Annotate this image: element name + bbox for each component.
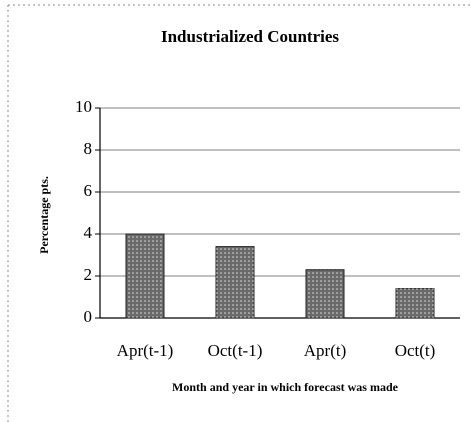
bar-texture (306, 269, 344, 318)
y-tick-label: 4 (84, 223, 93, 242)
y-tick-label: 10 (75, 97, 92, 116)
x-tick-label: Oct(t-1) (208, 341, 263, 360)
bar-texture (396, 288, 434, 318)
x-tick-label: Oct(t) (395, 341, 436, 360)
x-axis-label: Month and year in which forecast was mad… (172, 380, 399, 394)
bar-texture (216, 246, 254, 318)
x-tick-label: Apr(t-1) (117, 341, 174, 360)
chart-title: Industrialized Countries (161, 27, 339, 46)
y-tick-label: 0 (84, 307, 93, 326)
bar-texture (126, 234, 164, 318)
y-tick-label: 6 (84, 181, 93, 200)
x-tick-label: Apr(t) (304, 341, 346, 360)
y-axis-label: Percentage pts. (37, 176, 51, 254)
y-tick-label: 2 (84, 265, 93, 284)
y-tick-label: 8 (84, 139, 93, 158)
